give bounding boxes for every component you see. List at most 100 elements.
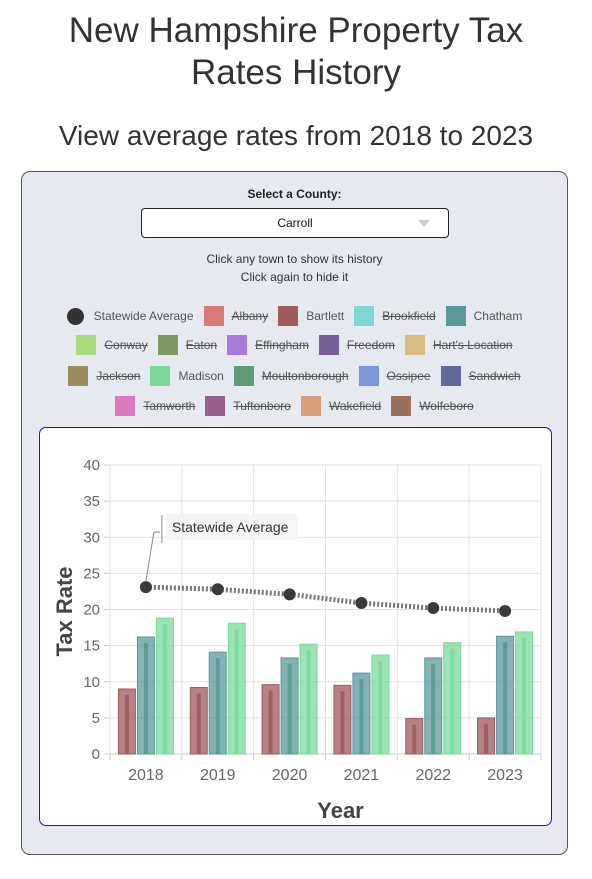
statewide-average-point	[283, 588, 296, 601]
legend-item-jackson[interactable]: Jackson	[68, 366, 140, 386]
chevron-down-icon	[418, 220, 430, 227]
bar-inner-stripe	[431, 663, 436, 754]
bar-inner-stripe	[162, 624, 167, 754]
statewide-average-point	[427, 602, 440, 615]
annotation-leader-line	[145, 531, 160, 582]
legend-swatch	[300, 396, 321, 416]
bar-inner-stripe	[215, 658, 220, 754]
legend-swatch	[76, 335, 97, 355]
legend-label: Moultonborough	[261, 369, 349, 383]
page-title: New Hampshire Property Tax Rates History	[68, 11, 524, 92]
legend-swatch	[205, 396, 226, 416]
legend-swatch	[354, 306, 375, 326]
legend-item-wolfeboro[interactable]: Wolfeboro	[391, 396, 474, 416]
x-tick-label: 2021	[344, 767, 380, 784]
legend-label: Effingham	[255, 338, 309, 352]
statewide-average-point	[139, 581, 152, 594]
statewide-average-point	[499, 604, 512, 617]
x-tick-label: 2020	[272, 767, 308, 784]
legend-swatch	[445, 306, 466, 326]
legend-item-hart-s-location[interactable]: Hart's Location	[404, 335, 513, 355]
annotation-box	[165, 514, 298, 541]
legend-item-statewide-average[interactable]: Statewide Average	[66, 307, 194, 325]
legend-item-eaton[interactable]: Eaton	[157, 335, 218, 355]
bar-inner-stripe	[340, 691, 345, 754]
legend-item-wakefield[interactable]: Wakefield	[300, 396, 381, 416]
legend-item-sandwich[interactable]: Sandwich	[440, 366, 521, 386]
y-tick-label: 5	[92, 710, 100, 727]
y-tick-label: 40	[83, 457, 100, 474]
y-tick-label: 30	[83, 529, 100, 546]
legend-swatch	[203, 306, 224, 326]
y-axis-title: Tax Rate	[52, 566, 77, 656]
legend-label: Brookfield	[382, 309, 436, 323]
bar-inner-stripe	[412, 724, 417, 754]
bar-inner-stripe	[522, 637, 527, 754]
legend-row: Conway Eaton Effingham Freedom Hart's Locati…	[22, 335, 567, 355]
legend-label: Jackson	[96, 369, 141, 383]
legend-label: Hart's Location	[432, 338, 513, 352]
legend-item-albany[interactable]: Albany	[203, 306, 269, 326]
legend-swatch	[150, 366, 171, 386]
chart-container: 0 5 10 15 20 25 30 35 40 2018 2019 2020 2021 2022 2023…	[39, 427, 552, 826]
bar-inner-stripe	[503, 642, 508, 754]
legend-label: Statewide Average	[93, 309, 194, 323]
legend-swatch	[440, 366, 461, 386]
county-select[interactable]: Carroll	[141, 208, 449, 238]
bar-inner-stripe	[143, 642, 148, 754]
legend-label: Tamworth	[143, 399, 196, 413]
annotation-label: Statewide Average	[172, 519, 289, 535]
legend-swatch	[233, 366, 254, 386]
y-tick-label: 15	[83, 638, 100, 655]
bar-inner-stripe	[287, 663, 292, 754]
y-tick-label: 25	[83, 565, 100, 582]
legend-label: Wolfeboro	[419, 399, 474, 413]
legend-row: Tamworth Tuftonboro Wakefield Wolfeboro	[22, 396, 567, 416]
legend-item-ossipee[interactable]: Ossipee	[358, 366, 431, 386]
legend-item-madison[interactable]: Madison	[150, 366, 224, 386]
x-tick-label: 2019	[200, 767, 236, 784]
legend-label: Freedom	[346, 338, 395, 352]
x-tick-label: 2018	[128, 767, 164, 784]
legend-item-moultonborough[interactable]: Moultonborough	[233, 366, 349, 386]
legend-swatch	[157, 335, 178, 355]
legend-item-conway[interactable]: Conway	[76, 335, 148, 355]
legend-label: Eaton	[185, 338, 218, 352]
legend-label: Albany	[231, 309, 269, 323]
county-select-value: Carroll	[277, 216, 313, 230]
legend-label: Ossipee	[386, 369, 431, 383]
legend-swatch	[227, 335, 248, 355]
legend-item-bartlett[interactable]: Bartlett	[278, 306, 344, 326]
bar-inner-stripe	[234, 629, 239, 754]
legend-item-freedom[interactable]: Freedom	[318, 335, 395, 355]
legend-swatch	[318, 335, 339, 355]
x-tick-label: 2022	[415, 767, 451, 784]
y-tick-label: 10	[83, 674, 100, 691]
legend-item-brookfield[interactable]: Brookfield	[354, 306, 436, 326]
bar-inner-stripe	[268, 690, 273, 754]
x-tick-label: 2023	[487, 767, 523, 784]
legend-swatch	[115, 396, 136, 416]
legend-item-chatham[interactable]: Chatham	[445, 306, 523, 326]
bar-inner-stripe	[484, 723, 489, 754]
legend-label: Chatham	[473, 309, 523, 323]
legend-swatch	[358, 366, 379, 386]
bar-inner-stripe	[378, 661, 383, 754]
legend-label: Bartlett	[306, 309, 345, 323]
legend-row: Jackson Madison Moultonborough Ossipee Sandw…	[22, 366, 567, 386]
legend-swatch	[68, 366, 89, 386]
legend-item-effingham[interactable]: Effingham	[227, 335, 309, 355]
statewide-average-point	[355, 596, 368, 609]
y-tick-label: 0	[92, 746, 100, 763]
statewide-average-point	[211, 583, 224, 596]
legend-label: Conway	[104, 338, 148, 352]
legend-item-tamworth[interactable]: Tamworth	[115, 396, 195, 416]
legend-dot-icon	[66, 307, 84, 325]
x-axis-title: Year	[317, 798, 364, 823]
legend-item-tuftonboro[interactable]: Tuftonboro	[205, 396, 291, 416]
legend-swatch	[404, 335, 425, 355]
y-tick-label: 20	[83, 602, 100, 619]
hint-line-2: Click again to hide it	[240, 270, 349, 284]
legend-row: Statewide Average Albany Bartlett Brookfiel…	[22, 306, 567, 326]
tax-rate-chart: 0 5 10 15 20 25 30 35 40 2018 2019 2020 2021 2022 2023…	[52, 457, 542, 823]
